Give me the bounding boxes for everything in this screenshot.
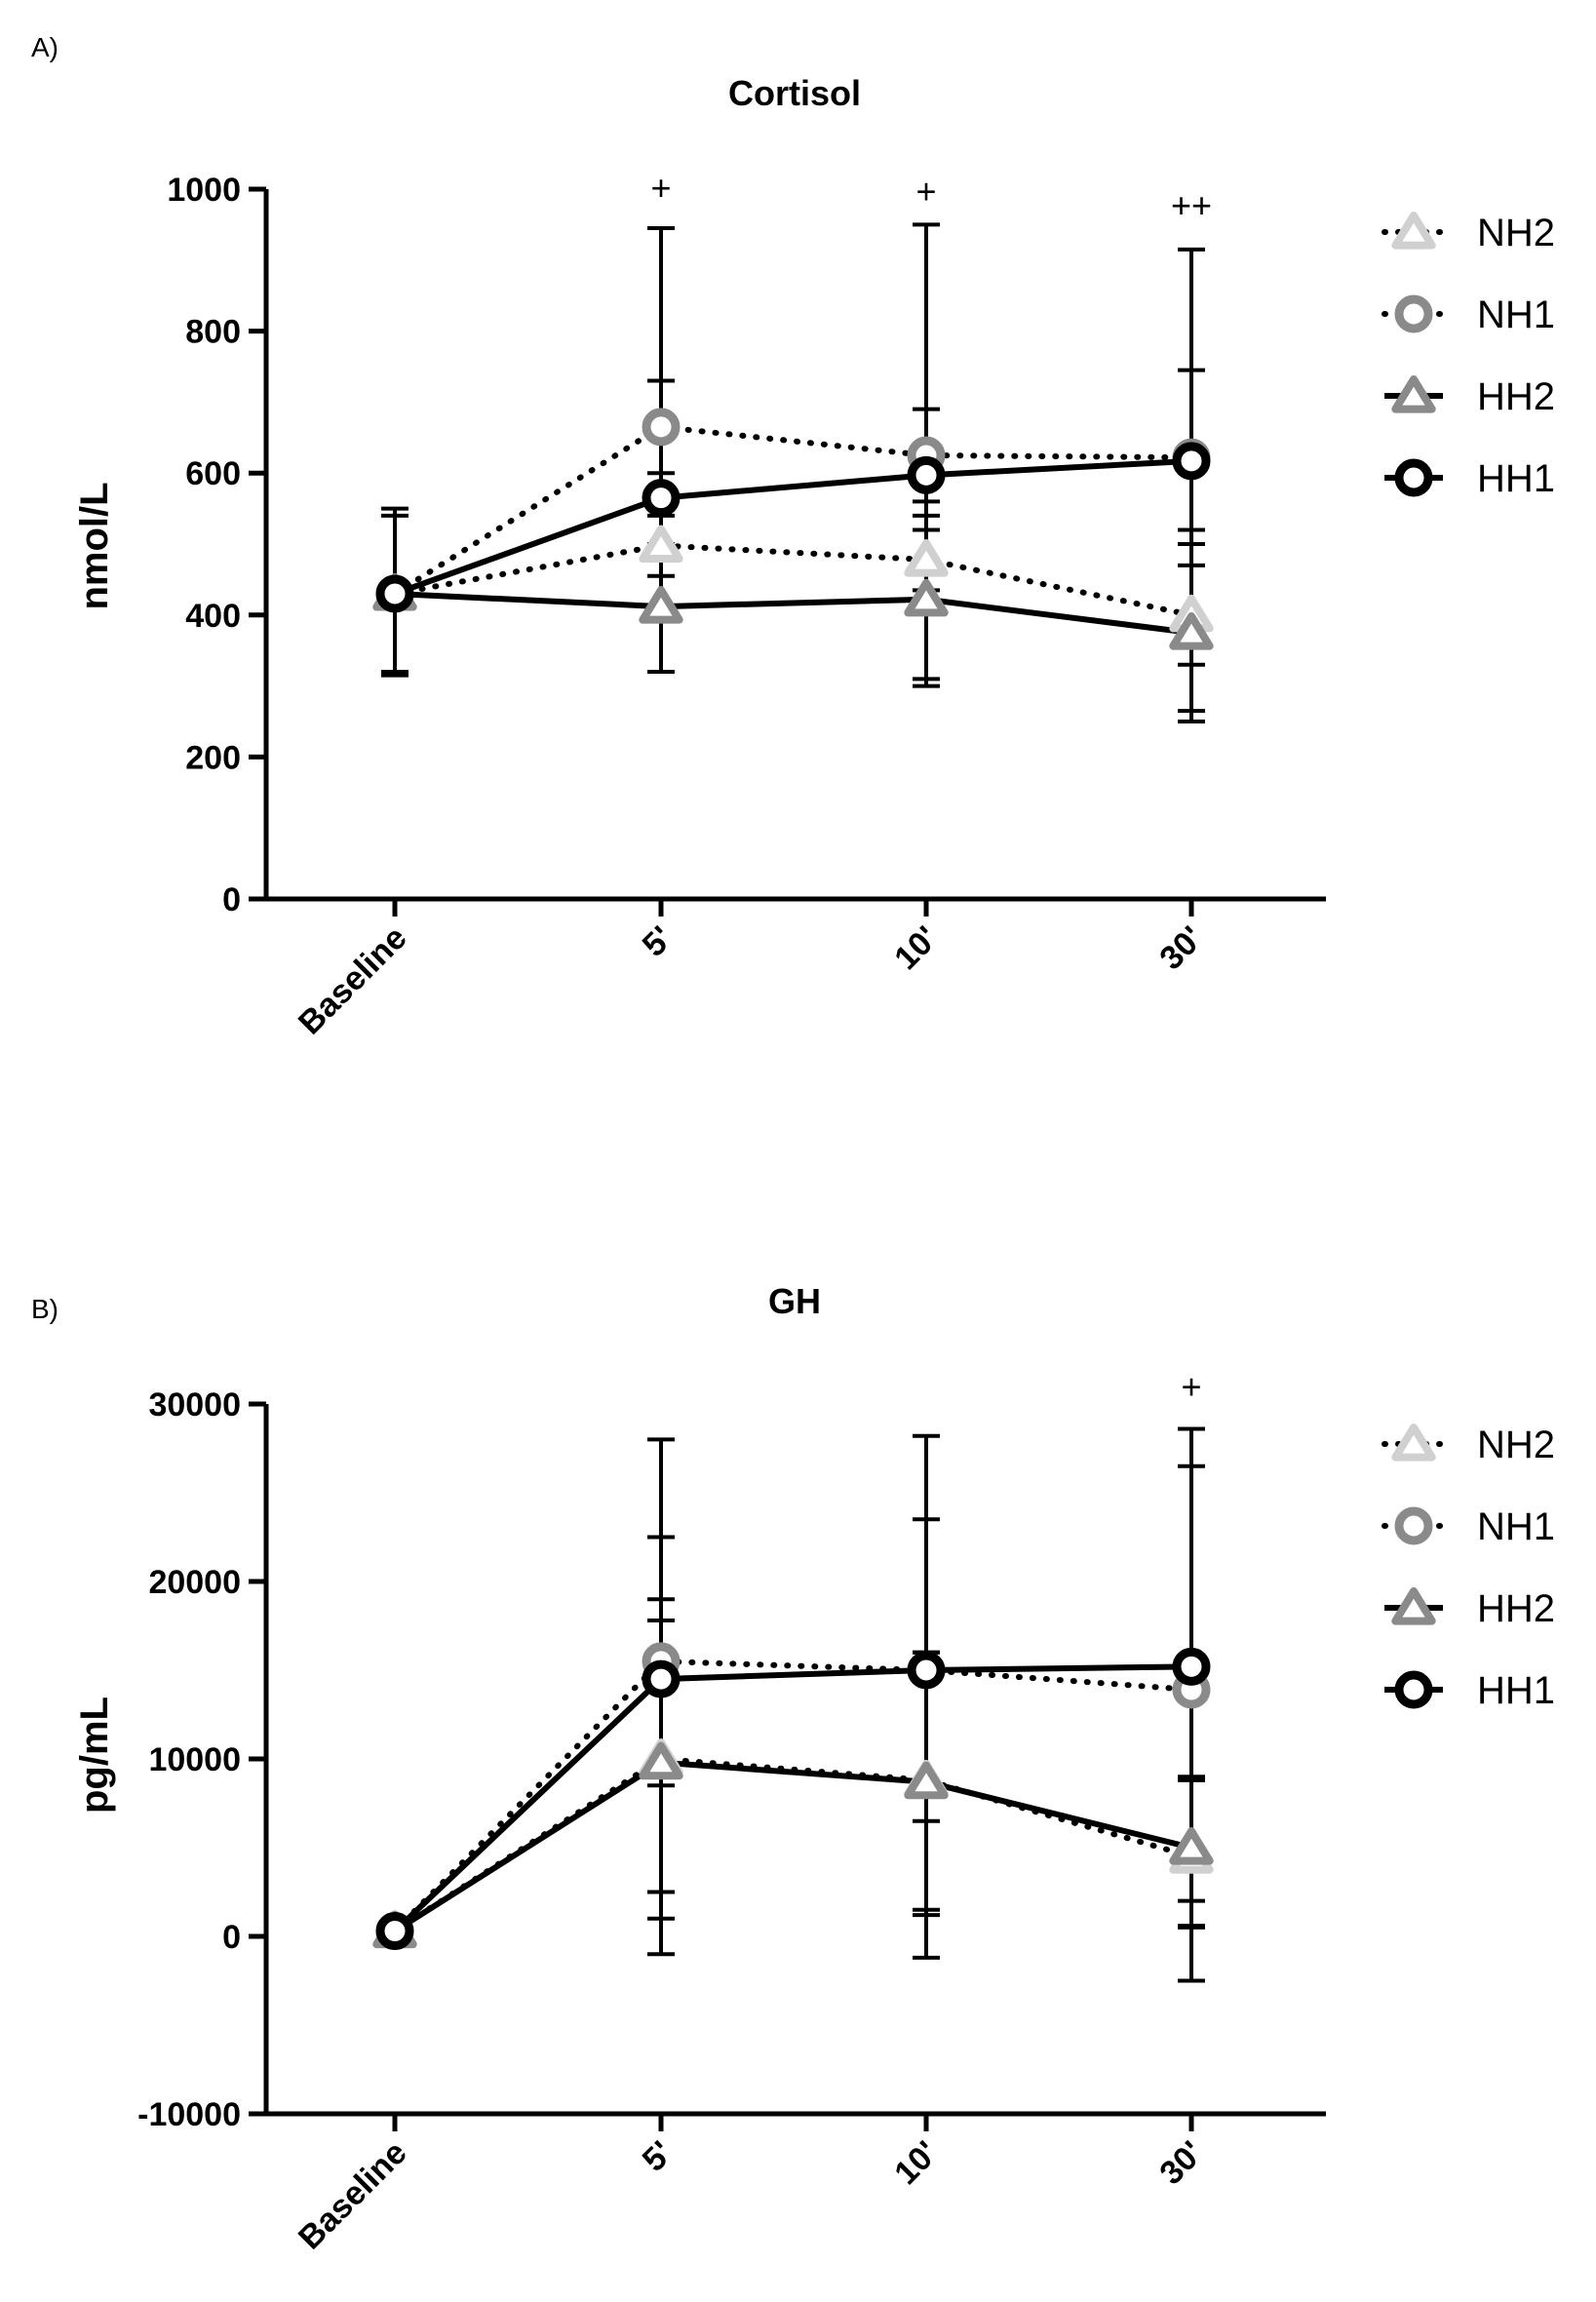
y-tick-label: 30000 <box>148 1386 241 1424</box>
legend-item-HH1: HH1 <box>1384 457 1555 500</box>
legend-item-NH2: NH2 <box>1382 1424 1555 1466</box>
series-line-HH2 <box>393 1759 1192 1934</box>
chart-title: GH <box>768 1281 821 1321</box>
y-tick-label: 0 <box>222 1919 241 1956</box>
data-point-HH1 <box>642 479 681 518</box>
series-line-NH2 <box>392 542 1194 618</box>
legend-label: NH1 <box>1477 1505 1555 1548</box>
legend-label: HH1 <box>1477 457 1555 500</box>
chart-panel-2: B) GH pg/mL -10000 0 10000 20000 30000 Baseline 5… <box>31 1281 1555 2257</box>
chart-panel-1: A) Cortisol nmol/L 0 200 400 600 800 1000 Baselin… <box>31 32 1555 1042</box>
x-tick-label: 5' <box>636 919 681 964</box>
y-tick-label: 800 <box>185 314 241 351</box>
y-tick-label: 200 <box>185 739 241 776</box>
legend-marker <box>1391 212 1436 250</box>
legend-item-HH1: HH1 <box>1384 1669 1555 1712</box>
data-point-HH1 <box>907 455 946 494</box>
y-axis-label: pg/mL <box>73 1697 116 1814</box>
x-tick-label: Baseline <box>292 919 414 1042</box>
data-point-HH1 <box>907 1651 946 1690</box>
data-point-NH1 <box>642 408 681 447</box>
legend-marker <box>1394 1670 1433 1709</box>
data-point-HH2 <box>1169 1827 1214 1865</box>
significance-mark: + <box>650 168 671 208</box>
series-line-NH1 <box>392 1658 1194 1934</box>
legend-label: NH1 <box>1477 293 1555 336</box>
series-line-NH2 <box>392 1755 1194 1934</box>
data-point-HH1 <box>375 1912 414 1951</box>
panel-label: A) <box>31 32 58 62</box>
legend-item-HH2: HH2 <box>1384 1587 1555 1630</box>
x-tick-label: 30' <box>1152 2134 1210 2192</box>
legend-marker <box>1394 1506 1433 1545</box>
legend-marker <box>1394 458 1433 497</box>
legend-item-HH2: HH2 <box>1384 375 1555 418</box>
data-point-NH2 <box>639 525 683 564</box>
series-line-HH1 <box>393 457 1192 597</box>
x-tick-label: 10' <box>887 2134 945 2192</box>
x-tick-label: Baseline <box>292 2134 414 2257</box>
data-point-HH2 <box>904 578 949 617</box>
legend-label: HH2 <box>1477 1587 1555 1630</box>
legend-label: HH2 <box>1477 375 1555 418</box>
chart-title: Cortisol <box>728 73 861 113</box>
series-line-NH1 <box>392 423 1194 597</box>
data-point-NH2 <box>904 539 949 577</box>
data-point-HH2 <box>904 1761 949 1800</box>
y-axis-label: nmol/L <box>73 482 116 609</box>
legend-marker <box>1391 1587 1436 1625</box>
series-line-HH2 <box>394 590 1192 636</box>
legend-item-NH1: NH1 <box>1382 1505 1555 1548</box>
y-tick-label: 1000 <box>167 172 241 209</box>
legend-item-NH2: NH2 <box>1382 212 1555 254</box>
y-tick-label: 20000 <box>148 1564 241 1601</box>
significance-mark: ++ <box>1171 185 1212 225</box>
series-line-HH1 <box>392 1663 1192 1933</box>
y-tick-label: -10000 <box>137 2096 241 2133</box>
x-tick-label: 5' <box>636 2134 681 2179</box>
x-tick-label: 10' <box>887 919 945 977</box>
y-tick-label: 400 <box>185 598 241 635</box>
y-tick-label: 600 <box>185 455 241 492</box>
significance-mark: + <box>915 172 936 212</box>
significance-mark: + <box>1181 1367 1201 1407</box>
data-point-HH1 <box>1172 1647 1211 1686</box>
panel-label: B) <box>31 1294 58 1324</box>
data-point-HH2 <box>639 1741 683 1780</box>
data-point-HH2 <box>639 586 683 624</box>
x-tick-label: 30' <box>1152 919 1210 977</box>
legend-label: HH1 <box>1477 1669 1555 1712</box>
data-point-HH1 <box>1172 442 1211 481</box>
y-tick-label: 10000 <box>148 1741 241 1778</box>
legend-label: NH2 <box>1477 1424 1555 1466</box>
legend-marker <box>1394 294 1433 333</box>
legend-label: NH2 <box>1477 212 1555 254</box>
legend-marker <box>1391 375 1436 413</box>
data-point-HH1 <box>642 1659 681 1698</box>
y-tick-label: 0 <box>222 881 241 918</box>
legend-item-NH1: NH1 <box>1382 293 1555 336</box>
legend-marker <box>1391 1424 1436 1462</box>
data-point-HH1 <box>375 574 414 613</box>
data-point-HH2 <box>1169 612 1214 650</box>
